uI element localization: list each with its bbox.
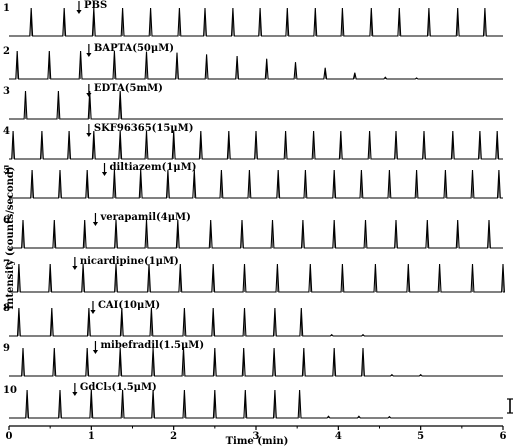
x-axis: 0 1 2 3 4 5 6: [6, 425, 507, 442]
x-tick-label: 0: [6, 431, 13, 442]
x-tick-label: 1: [88, 431, 95, 442]
panel-number: 8: [3, 303, 10, 314]
panel-number: 10: [3, 385, 17, 396]
trace-line: [9, 90, 503, 120]
trace-line: [9, 389, 503, 419]
treatment-arrow-head: [101, 172, 108, 176]
treatment-label: GdCl₃(1.5μM): [80, 382, 157, 393]
treatment-arrow-head: [86, 93, 92, 97]
trace-panel-5: 5 diltiazem(1μM): [3, 162, 503, 199]
treatment-label: CAI(10μM): [98, 300, 160, 311]
y-axis-label: Intensity (counts/second): [5, 166, 16, 309]
trace-panel-2: 2 BAPTA(50μM): [3, 43, 503, 80]
panel-number: 5: [3, 165, 10, 176]
treatment-arrow-head: [76, 10, 82, 14]
panel-number: 6: [3, 215, 10, 226]
treatment-label: nicardipine(1μM): [80, 256, 179, 267]
trace-panel-4: 4 SKF96365(15μM): [3, 123, 503, 160]
treatment-label: mibefradil(1.5μM): [100, 340, 204, 351]
x-axis-label: Time (min): [226, 436, 289, 447]
treatment-label: PBS: [84, 0, 107, 11]
x-tick-label: 2: [170, 431, 177, 442]
trace-line: [9, 169, 503, 199]
trace-panel-8: 8 CAI(10μM): [3, 300, 503, 337]
treatment-arrow-head: [92, 350, 99, 354]
trace-panel-10: 10 GdCl₃(1.5μM): [3, 382, 503, 419]
x-tick-label: 5: [417, 431, 424, 442]
treatment-arrow-head: [90, 310, 96, 314]
trace-line: [9, 50, 503, 80]
treatment-label: EDTA(5mM): [94, 83, 163, 94]
trace-panels: 1 PBS 2 BAPTA(50μM) 3 EDTA(5mM) 4 SKF96365(15μM…: [3, 0, 505, 419]
treatment-label: BAPTA(50μM): [94, 43, 174, 54]
treatment-arrow-head: [86, 53, 92, 57]
panel-number: 4: [3, 126, 10, 137]
treatment-label: diltiazem(1μM): [110, 162, 197, 173]
panel-number: 3: [3, 86, 10, 97]
trace-panel-7: 7 nicardipine(1μM): [3, 256, 505, 293]
trace-panel-3: 3 EDTA(5mM): [3, 83, 503, 120]
trace-panel-9: 9 mibefradil(1.5μM): [3, 340, 503, 377]
treatment-arrow-head: [72, 392, 78, 396]
panel-number: 2: [3, 46, 10, 57]
panel-number: 9: [3, 343, 10, 354]
trace-line: [9, 219, 503, 249]
panel-number: 1: [3, 3, 10, 14]
trace-panel-1: 1 PBS: [3, 0, 503, 37]
x-tick-label: 4: [335, 431, 342, 442]
x-tick-label: 3: [253, 431, 260, 442]
treatment-arrow-head: [92, 222, 99, 226]
treatment-label: SKF96365(15μM): [94, 123, 194, 134]
treatment-arrow-head: [86, 133, 92, 137]
treatment-arrow-head: [72, 266, 78, 270]
treatment-label: verapamil(4μM): [99, 212, 190, 223]
trace-line: [9, 307, 503, 337]
trace-panel-6: 6 verapamil(4μM): [3, 212, 503, 249]
panel-number: 7: [3, 259, 10, 270]
x-tick-label: 6: [500, 431, 507, 442]
trace-line: [9, 347, 503, 377]
